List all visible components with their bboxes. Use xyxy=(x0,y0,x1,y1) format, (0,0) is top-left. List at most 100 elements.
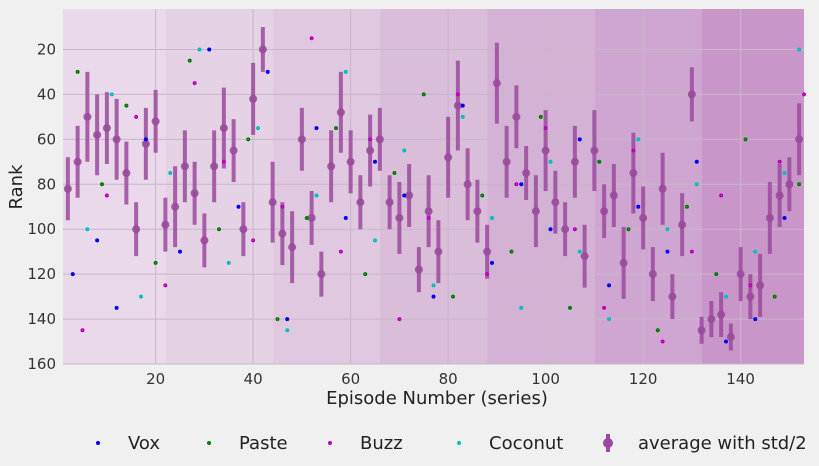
average-point xyxy=(512,112,521,121)
average-point xyxy=(200,236,209,245)
y-tick-label: 120 xyxy=(27,265,56,283)
buzz-point xyxy=(455,92,460,97)
y-tick-labels: 20 40 60 80 100 120 140 160 xyxy=(27,40,56,373)
average-point xyxy=(161,220,170,229)
coconut-point xyxy=(85,227,90,232)
average-point xyxy=(83,112,92,121)
buzz-point xyxy=(514,182,519,187)
average-point xyxy=(327,162,336,171)
average-point xyxy=(190,189,199,198)
paste-point xyxy=(75,69,80,74)
average-point xyxy=(288,243,297,252)
vox-point xyxy=(724,339,728,344)
vox-point xyxy=(373,159,377,164)
y-tick-label: 60 xyxy=(37,130,56,148)
coconut-point xyxy=(168,171,173,176)
average-point xyxy=(268,198,277,207)
x-tick-label: 100 xyxy=(531,370,560,388)
average-point xyxy=(132,225,141,234)
vox-point xyxy=(178,249,182,254)
background-band-2 xyxy=(272,9,380,364)
paste-point xyxy=(451,294,455,299)
scatter-points xyxy=(70,36,806,344)
coconut-point xyxy=(782,171,787,176)
legend-label: Buzz xyxy=(360,433,403,454)
paste-point xyxy=(797,182,802,187)
y-tick-label: 40 xyxy=(37,85,56,103)
average-point xyxy=(580,252,589,261)
coconut-point xyxy=(373,238,377,243)
average-point xyxy=(765,213,774,222)
average-point xyxy=(726,333,735,342)
buzz-point xyxy=(426,215,431,220)
buzz-point xyxy=(368,137,373,142)
average-point xyxy=(424,207,433,216)
x-tick-label: 80 xyxy=(439,370,458,388)
vox-point xyxy=(490,260,494,265)
average-point xyxy=(229,146,238,155)
average-point xyxy=(619,258,628,267)
average-point xyxy=(444,153,453,162)
coconut-point xyxy=(548,159,553,164)
average-point xyxy=(219,124,228,133)
average-point xyxy=(795,135,804,144)
vox-point xyxy=(753,317,758,322)
buzz-point xyxy=(221,159,226,164)
average-point xyxy=(483,247,492,256)
vox-point xyxy=(431,294,436,299)
buzz-point xyxy=(543,126,548,131)
vox-point xyxy=(95,238,100,243)
average-point xyxy=(600,207,609,216)
x-tick-label: 60 xyxy=(341,370,360,388)
average-point xyxy=(356,198,365,207)
average-point xyxy=(151,117,160,126)
vox-point xyxy=(70,272,75,277)
paste-point xyxy=(421,92,426,97)
buzz-point xyxy=(397,317,402,322)
average-point xyxy=(697,326,706,335)
background-band-5 xyxy=(594,9,702,364)
background-band-4 xyxy=(487,9,595,364)
legend-label: Paste xyxy=(239,433,288,454)
average-point xyxy=(561,225,570,234)
coconut-point xyxy=(226,260,231,265)
background-band-3 xyxy=(379,9,488,364)
vox-point xyxy=(314,126,319,131)
buzz-point xyxy=(777,159,782,164)
average-point xyxy=(463,180,472,189)
average-point xyxy=(278,229,287,238)
vox-point xyxy=(143,137,148,142)
paste-point xyxy=(597,159,602,164)
paste-point xyxy=(743,137,748,142)
paste-point xyxy=(100,182,104,187)
paste-point xyxy=(246,137,251,142)
y-tick-label: 20 xyxy=(37,40,56,58)
average-point xyxy=(785,180,794,189)
vox-point xyxy=(285,317,290,322)
average-point xyxy=(385,198,394,207)
paste-point xyxy=(363,272,368,277)
x-tick-label: 140 xyxy=(726,370,755,388)
paste-point xyxy=(217,227,221,232)
paste-point xyxy=(304,215,309,220)
average-point xyxy=(63,184,72,193)
average-point xyxy=(395,213,404,222)
buzz-point xyxy=(309,36,314,41)
average-point xyxy=(590,146,599,155)
background-band-0 xyxy=(63,9,166,364)
buzz-point xyxy=(719,193,724,198)
coconut-point xyxy=(636,137,641,142)
buzz-point xyxy=(192,81,197,86)
coconut-point xyxy=(519,305,524,310)
paste-point xyxy=(275,317,280,322)
legend-label: average with std/2 xyxy=(638,433,807,454)
x-tick-label: 120 xyxy=(629,370,658,388)
average-point xyxy=(102,124,111,133)
y-tick-label: 100 xyxy=(27,220,56,238)
coconut-point xyxy=(431,283,436,288)
average-point xyxy=(551,198,560,207)
average-point xyxy=(346,157,355,166)
average-point xyxy=(434,247,443,256)
average-point xyxy=(707,315,716,324)
paste-point xyxy=(714,272,719,277)
